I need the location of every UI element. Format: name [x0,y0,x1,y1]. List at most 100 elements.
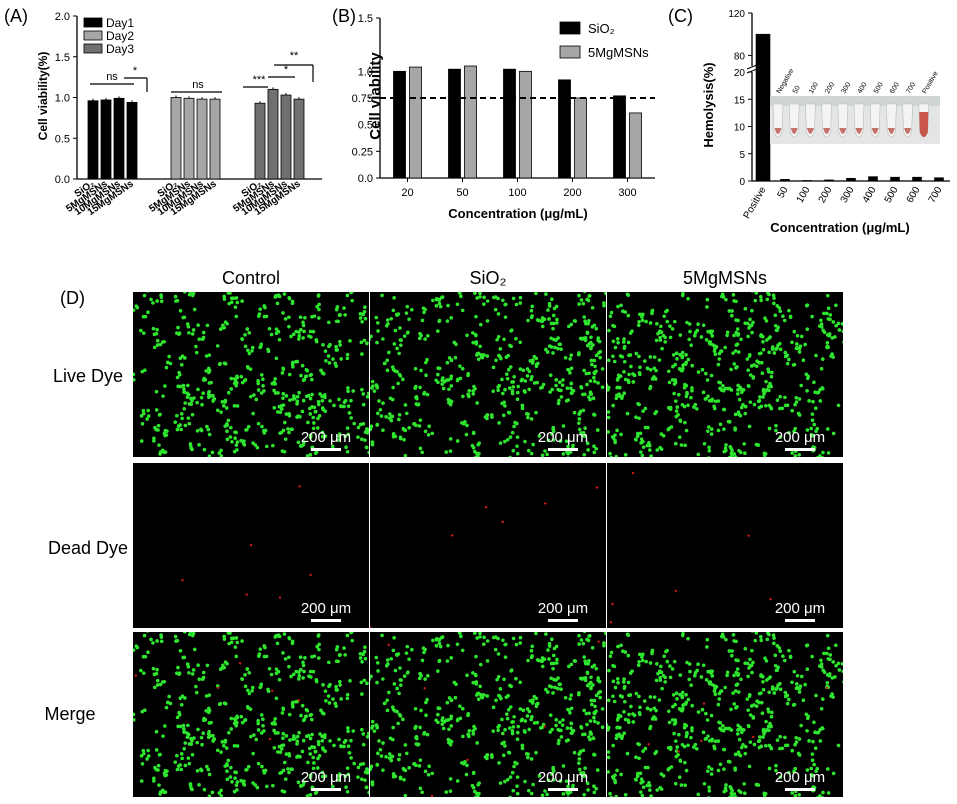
live-cell [572,659,577,663]
live-cell [653,751,657,756]
live-cell [716,768,721,773]
live-cell [232,404,237,408]
live-cell [761,687,766,692]
live-cell [561,424,566,428]
live-cell [790,680,794,685]
x-tick-label: 20 [401,187,413,199]
live-cell [301,676,305,680]
live-cell [591,396,596,400]
live-cell [455,378,460,383]
live-cell [190,752,195,757]
live-cell [514,302,519,307]
live-cell [334,659,339,664]
live-cell [345,692,350,697]
live-cell [612,699,617,704]
live-cell [287,664,291,669]
live-cell [496,725,500,729]
live-cell [825,651,829,656]
live-cell [825,311,829,316]
live-cell [571,783,575,788]
live-cell [548,730,552,734]
live-cell [778,309,783,314]
live-cell [139,414,144,418]
live-cell [146,650,150,654]
live-cell [438,644,443,649]
live-cell [498,347,503,351]
live-cell [247,351,252,356]
live-cell [571,443,575,448]
live-cell [412,762,416,766]
live-cell [805,729,809,733]
live-cell [424,713,428,718]
live-cell [385,358,390,363]
x-tick-label: 500 [883,185,901,205]
live-cell [398,666,402,670]
live-cell [490,755,494,759]
live-cell [281,366,285,371]
live-cell [592,412,596,417]
live-cell [751,716,756,720]
live-cell [314,679,319,684]
live-cell [235,780,240,784]
live-cell [645,783,650,788]
live-cell [654,678,659,683]
live-cell [646,425,650,430]
live-cell [502,337,506,342]
live-cell [287,296,291,300]
live-cell [358,656,363,660]
live-cell [551,438,556,442]
bar-series1-100 [519,70,532,179]
live-cell [516,724,521,729]
live-cell [385,698,390,703]
live-cell [598,355,602,360]
live-cell [822,330,827,335]
live-cell [512,374,516,379]
live-cell [674,739,678,743]
live-cell [737,397,742,402]
live-cell [294,329,299,334]
live-cell [582,452,587,457]
live-cell [534,632,538,636]
live-cell [160,340,165,344]
live-cell [404,651,409,655]
live-cell [807,399,811,403]
live-cell [287,324,291,329]
live-cell [466,392,470,397]
live-cell [495,677,499,682]
tube-content [887,128,895,134]
live-cell [219,448,223,453]
live-cell [515,775,520,779]
live-cell [551,313,556,318]
live-cell [716,739,721,743]
dead-cell [501,520,504,524]
live-cell [226,418,231,423]
live-cell [819,318,823,323]
live-cell [508,455,512,457]
live-cell [607,410,611,414]
live-cell [164,365,169,370]
live-cell [592,719,597,724]
live-cell [692,405,696,409]
live-cell [579,724,583,729]
live-cell [507,411,512,415]
live-cell [503,779,507,784]
live-cell [766,707,770,712]
chart-c-bars [755,33,944,182]
live-cell [287,636,291,640]
live-cell [799,674,804,679]
bar-100 [802,180,812,182]
live-cell [696,452,701,457]
live-cell [242,439,246,443]
live-cell [592,450,597,455]
live-cell [254,737,259,742]
live-cell [229,425,233,430]
live-cell [581,430,586,435]
dead-cell [249,543,253,547]
live-cell [670,378,675,382]
live-cell [177,370,181,375]
live-cell [532,381,537,385]
live-cell [139,439,144,443]
live-cell [640,315,644,319]
live-cell [372,389,377,393]
live-cell [615,725,619,730]
